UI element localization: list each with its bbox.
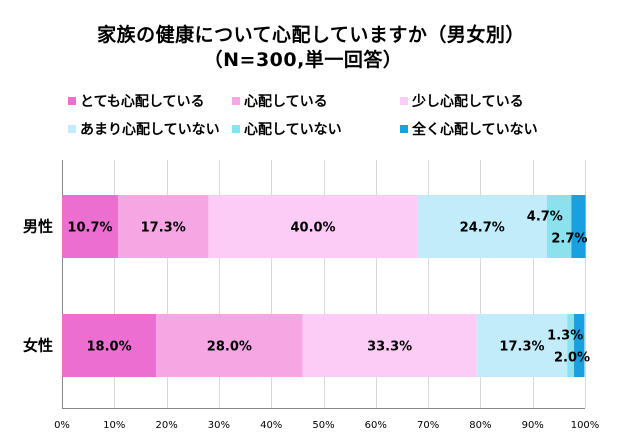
legend-label: 少し心配している [412,94,524,110]
legend-swatch [400,125,408,133]
x-tick-label: 100% [571,420,600,431]
legend-label: とても心配している [80,94,205,110]
chart-title: 家族の健康について心配していますか（男女別） [97,24,525,46]
legend-swatch [232,97,240,105]
x-tick-label: 20% [155,420,177,431]
bar-value-label: 10.7% [67,221,112,236]
x-tick-label: 70% [417,420,439,431]
bar-value-label: 33.3% [367,340,412,355]
bar-segment [546,195,572,258]
bar-value-label: 28.0% [207,340,252,355]
bar-value-label: 2.0% [554,351,590,366]
bar-value-label: 24.7% [460,221,505,236]
bar-segment [302,314,477,377]
bar-value-label: 17.3% [499,340,544,355]
legend-label: 全く心配していない [412,122,538,138]
bar-segment [476,314,568,377]
x-tick-label: 80% [469,420,491,431]
legend-swatch [68,97,76,105]
legend-item: 心配している [232,93,328,110]
bar-segment [62,195,118,258]
bar-segment [567,314,575,377]
bar-segment [571,195,586,258]
x-tick-label: 10% [103,420,125,431]
x-tick-label: 0% [54,420,70,431]
x-tick-label: 40% [260,420,282,431]
bar-segment [117,195,209,258]
bar-value-label: 40.0% [290,221,335,236]
bar-segment [62,314,157,377]
bar-value-label: 18.0% [87,340,132,355]
bar-segment [208,195,418,258]
legend-item: 心配していない [232,121,342,138]
x-tick-label: 50% [312,420,334,431]
legend-swatch [68,125,76,133]
bar-segment [156,314,303,377]
category-label: 男性 [23,218,53,236]
legend-swatch [232,125,240,133]
bar-value-label: 2.7% [551,232,587,247]
category-label: 女性 [23,337,53,355]
legend-item: 少し心配している [400,93,524,110]
bar-value-label: 17.3% [141,221,186,236]
x-tick-label: 30% [208,420,230,431]
bar-value-label: 4.7% [527,210,563,225]
bar-segment [417,195,547,258]
legend-swatch [400,97,408,105]
x-tick-label: 90% [522,420,544,431]
legend-item: とても心配している [68,93,205,110]
bar-segment [574,314,585,377]
legend-item: 全く心配していない [400,121,538,138]
chart-subtitle: （N=300,単一回答） [203,49,403,71]
bar-value-label: 1.3% [547,329,583,344]
legend-label: 心配していない [244,122,342,138]
legend-label: 心配している [244,94,328,110]
legend-label: あまり心配していない [80,122,220,138]
x-tick-label: 60% [365,420,387,431]
legend-item: あまり心配していない [68,121,220,138]
